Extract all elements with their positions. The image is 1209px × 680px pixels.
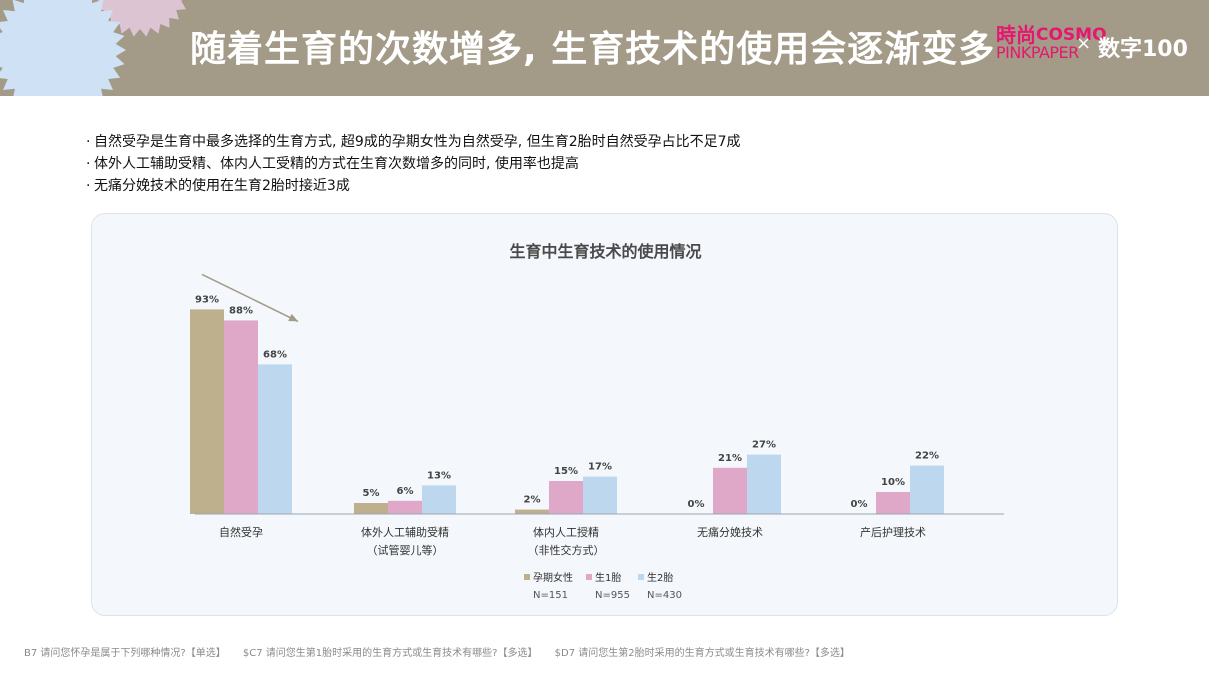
bar-1-1 xyxy=(388,500,422,514)
bar-4-2 xyxy=(910,465,944,514)
legend-sample-size: N=430 xyxy=(647,590,682,601)
category-label: （非性交方式） xyxy=(528,543,605,557)
bar-2-2 xyxy=(583,476,617,514)
key-findings: · 自然受孕是生育中最多选择的生育方式, 超9成的孕期女性为自然受孕, 但生育2胎… xyxy=(86,131,741,197)
brand-cosmo: COSMO xyxy=(1036,25,1107,45)
bar-0-1 xyxy=(224,320,258,514)
bar-1-0 xyxy=(354,503,388,514)
brand-pinkpaper: PINKPAPER xyxy=(996,43,1079,62)
bar-0-2 xyxy=(258,364,292,514)
bar-3-2 xyxy=(747,454,781,514)
brand-partner-logo: 数字100 xyxy=(1098,37,1188,62)
category-label: 无痛分娩技术 xyxy=(697,525,763,539)
category-label: （试管婴儿等） xyxy=(367,543,444,557)
data-label: 22% xyxy=(915,451,939,462)
legend-swatch xyxy=(524,574,530,580)
legend-swatch xyxy=(638,574,644,580)
data-label: 88% xyxy=(229,305,253,316)
data-label: 93% xyxy=(195,294,219,305)
bar-2-0 xyxy=(515,509,549,514)
bar-1-2 xyxy=(422,485,456,514)
finding-item: · 自然受孕是生育中最多选择的生育方式, 超9成的孕期女性为自然受孕, 但生育2胎… xyxy=(86,134,741,150)
trend-arrow-line xyxy=(201,273,299,323)
finding-item: · 无痛分娩技术的使用在生育2胎时接近3成 xyxy=(86,178,350,194)
data-label: 17% xyxy=(588,462,612,473)
bar-2-1 xyxy=(549,481,583,514)
bar-3-1 xyxy=(713,467,747,514)
legend-label: 生2胎 xyxy=(647,571,673,584)
chart-title: 生育中生育技术的使用情况 xyxy=(509,242,702,261)
category-label: 产后护理技术 xyxy=(860,525,926,539)
legend-sample-size: N=955 xyxy=(595,590,630,601)
data-label: 0% xyxy=(688,499,705,510)
legend-swatch xyxy=(586,574,592,580)
data-label: 10% xyxy=(881,477,905,488)
category-label: 体外人工辅助受精 xyxy=(361,525,449,539)
footnote: B7 请问您怀孕是属于下列哪种情况?【单选】 xyxy=(24,648,226,659)
header-banner: 随着生育的次数增多, 生育技术的使用会逐渐变多 時尚 COSMO PINKPAP… xyxy=(0,0,1209,96)
data-label: 13% xyxy=(427,470,451,481)
decorative-starburst-shapes xyxy=(0,0,186,96)
footnote: $C7 请问您生第1胎时采用的生育方式或生育技术有哪些?【多选】 xyxy=(242,648,538,659)
data-label: 6% xyxy=(397,486,414,497)
data-label: 5% xyxy=(363,488,380,499)
bar-4-1 xyxy=(876,492,910,514)
bar-chart: 93% 88% 68% 自然受孕 5% 6% 13% 体外人工辅助受精 （试管婴儿等） 2% 15%… xyxy=(190,273,1004,601)
data-label: 27% xyxy=(752,440,776,451)
bar-0-0 xyxy=(190,309,224,514)
category-label: 自然受孕 xyxy=(219,525,263,539)
chart-panel: 生育中生育技术的使用情况 93% 88% 68% 自然受孕 5% 6% 13% 体外人工辅助受… xyxy=(91,213,1118,616)
data-label: 68% xyxy=(263,349,287,360)
data-label: 0% xyxy=(851,499,868,510)
finding-item: · 体外人工辅助受精、体内人工受精的方式在生育次数增多的同时, 使用率也提高 xyxy=(86,156,579,172)
category-label: 体内人工授精 xyxy=(533,525,599,539)
legend-sample-size: N=151 xyxy=(533,590,568,601)
data-label: 21% xyxy=(718,453,742,464)
footnote: $D7 请问您生第2胎时采用的生育方式或生育技术有哪些?【多选】 xyxy=(554,648,850,659)
data-label: 2% xyxy=(524,495,541,506)
legend-label: 生1胎 xyxy=(595,571,621,584)
brand-cosmo-cn: 時尚 xyxy=(996,23,1036,47)
page-title: 随着生育的次数增多, 生育技术的使用会逐渐变多 xyxy=(190,29,996,70)
trend-arrow-head xyxy=(288,313,298,322)
legend-label: 孕期女性 xyxy=(533,571,573,584)
brand-logos: 時尚 COSMO PINKPAPER × 数字100 xyxy=(996,25,1196,65)
data-label: 15% xyxy=(554,466,578,477)
footnotes: B7 请问您怀孕是属于下列哪种情况?【单选】 $C7 请问您生第1胎时采用的生育… xyxy=(24,644,864,659)
brand-separator: × xyxy=(1076,33,1092,54)
